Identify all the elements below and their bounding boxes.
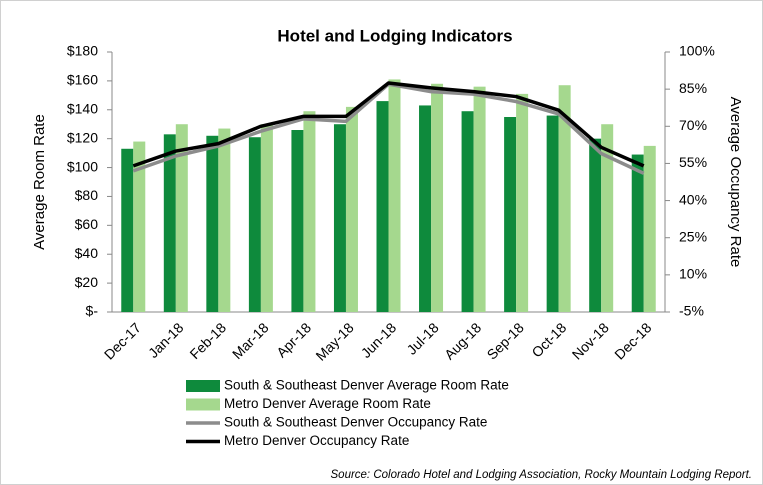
line-series xyxy=(132,81,645,168)
y2-tick-label: 25% xyxy=(679,228,707,244)
y-tick-label: $120 xyxy=(67,129,98,145)
y-axis-title: Average Room Rate xyxy=(31,114,48,250)
bar xyxy=(589,138,602,312)
source-note: Source: Colorado Hotel and Lodging Assoc… xyxy=(331,469,753,481)
bar xyxy=(248,137,261,312)
bar xyxy=(546,115,559,312)
y2-tick-label: 55% xyxy=(679,154,707,170)
y-tick-label: $140 xyxy=(67,100,98,116)
bar xyxy=(175,124,188,312)
y-tick-label: $- xyxy=(86,303,99,319)
legend-swatch xyxy=(186,380,220,392)
bar xyxy=(376,101,389,312)
y2-tick-label: 40% xyxy=(679,191,707,207)
legend-label: Metro Denver Occupancy Rate xyxy=(224,433,409,448)
y-tick-label: $180 xyxy=(67,43,98,59)
bar xyxy=(516,93,529,312)
legend-label: Metro Denver Average Room Rate xyxy=(224,396,431,411)
y2-tick-label: 70% xyxy=(679,117,707,133)
bar xyxy=(601,124,614,312)
bar xyxy=(558,85,571,312)
bar xyxy=(291,130,304,312)
y-tick-label: $80 xyxy=(75,187,99,203)
y-tick-label: $20 xyxy=(75,274,99,290)
bar xyxy=(473,86,486,313)
bar xyxy=(643,145,656,312)
y2-axis-title: Average Occupancy Rate xyxy=(727,97,744,268)
y2-tick-label: 100% xyxy=(679,43,715,59)
y-tick-label: $60 xyxy=(75,216,99,232)
y2-tick-label: 85% xyxy=(679,80,707,96)
chart-title: Hotel and Lodging Indicators xyxy=(277,26,512,45)
y2-tick-label: -5% xyxy=(679,303,704,319)
bar xyxy=(121,148,134,312)
y-tick-label: $100 xyxy=(67,158,98,174)
bar xyxy=(419,105,432,312)
bar xyxy=(461,111,474,312)
y2-tick-label: 10% xyxy=(679,266,707,282)
y-tick-label: $40 xyxy=(75,245,99,261)
bar xyxy=(260,124,273,312)
bar xyxy=(333,124,346,312)
bar xyxy=(431,83,444,313)
bar xyxy=(504,117,517,312)
bar xyxy=(218,128,231,312)
bar xyxy=(303,111,316,312)
y-tick-label: $160 xyxy=(67,72,98,88)
bar xyxy=(388,79,401,312)
bar xyxy=(206,135,219,312)
bar xyxy=(631,154,644,312)
legend-label: South & Southeast Denver Occupancy Rate xyxy=(224,415,487,430)
bar xyxy=(163,134,176,312)
legend-swatch xyxy=(186,398,220,411)
bar xyxy=(345,106,358,312)
legend-label: South & Southeast Denver Average Room Ra… xyxy=(224,378,509,393)
bar xyxy=(133,141,146,312)
